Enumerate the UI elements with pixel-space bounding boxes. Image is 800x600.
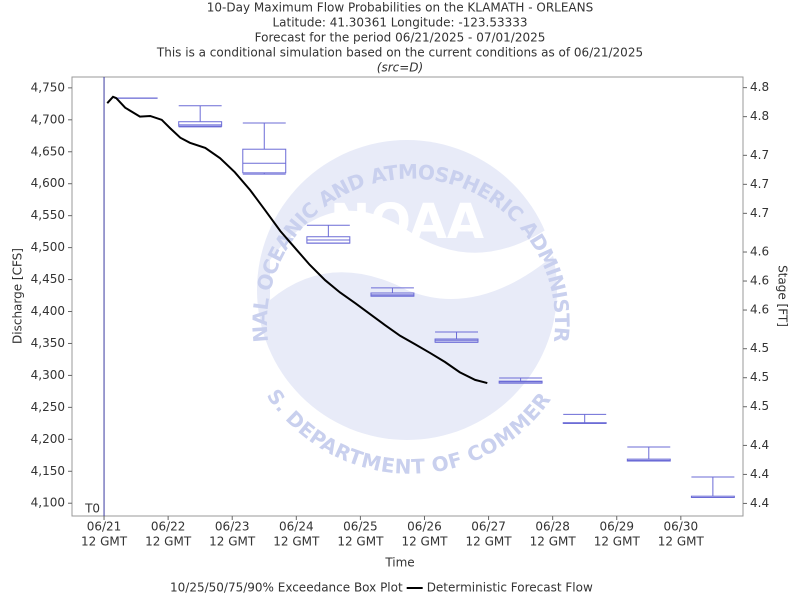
y-tick-label: 4,100 <box>31 496 65 510</box>
x-tick-label: 06/24 <box>279 520 314 534</box>
x-tick-label: 06/21 <box>87 520 122 534</box>
x-tick-sublabel: 12 GMT <box>337 535 384 549</box>
y-tick-label: 4,500 <box>31 240 65 254</box>
y2-tick-label: 4.5 <box>750 341 769 355</box>
t0-label: T0 <box>84 502 100 516</box>
watermark-center: NOAA <box>330 194 484 250</box>
y2-tick-label: 4.5 <box>750 399 769 413</box>
x-tick-sublabel: 12 GMT <box>466 535 513 549</box>
y-axis-label: Discharge [CFS] <box>11 248 25 344</box>
chart-title: Latitude: 41.30361 Longitude: -123.53333 <box>272 16 527 30</box>
y2-tick-label: 4.4 <box>750 438 769 452</box>
y-tick-label: 4,250 <box>31 400 65 414</box>
chart-title: Forecast for the period 06/21/2025 - 07/… <box>255 31 546 45</box>
y2-tick-label: 4.4 <box>750 496 769 510</box>
legend-label: 10/25/50/75/90% Exceedance Box Plot <box>170 581 403 595</box>
forecast-line <box>106 95 488 385</box>
x-tick-sublabel: 12 GMT <box>530 535 577 549</box>
y-tick-label: 4,300 <box>31 368 65 382</box>
y2-tick-label: 4.8 <box>750 80 769 94</box>
y-tick-label: 4,550 <box>31 208 65 222</box>
y2-tick-label: 4.7 <box>750 206 769 220</box>
box-body <box>242 148 287 174</box>
y2-axis-label: Stage [FT] <box>776 265 790 327</box>
y2-tick-label: 4.6 <box>750 303 769 317</box>
legend-label: Deterministic Forecast Flow <box>427 581 593 595</box>
chart-title: (src=D) <box>377 61 423 75</box>
plot-frame <box>71 76 744 517</box>
x-tick-sublabel: 12 GMT <box>594 535 641 549</box>
y2-tick-label: 4.7 <box>750 177 769 191</box>
y2-tick-label: 4.4 <box>750 467 769 481</box>
x-axis-label: Time <box>384 556 414 570</box>
y-tick-label: 4,600 <box>31 176 65 190</box>
chart-title: This is a conditional simulation based o… <box>156 46 643 60</box>
y2-tick-label: 4.6 <box>750 274 769 288</box>
box-body <box>178 121 223 127</box>
y2-tick-label: 4.8 <box>750 109 769 123</box>
x-tick-label: 06/23 <box>215 520 250 534</box>
y-tick-label: 4,150 <box>31 464 65 478</box>
x-tick-label: 06/22 <box>151 520 186 534</box>
x-tick-sublabel: 12 GMT <box>145 535 192 549</box>
x-tick-label: 06/30 <box>664 520 699 534</box>
chart-title: 10-Day Maximum Flow Probabilities on the… <box>207 1 593 15</box>
y-tick-label: 4,400 <box>31 304 65 318</box>
x-tick-label: 06/26 <box>407 520 442 534</box>
x-tick-label: 06/28 <box>535 520 570 534</box>
y-tick-label: 4,200 <box>31 432 65 446</box>
y-tick-label: 4,750 <box>31 80 65 94</box>
y2-tick-label: 4.5 <box>750 370 769 384</box>
y2-tick-label: 4.7 <box>750 148 769 162</box>
x-tick-sublabel: 12 GMT <box>273 535 320 549</box>
x-tick-sublabel: 12 GMT <box>401 535 448 549</box>
y-tick-label: 4,450 <box>31 272 65 286</box>
y-tick-label: 4,700 <box>31 112 65 126</box>
x-tick-label: 06/25 <box>343 520 378 534</box>
y-tick-label: 4,350 <box>31 336 65 350</box>
y2-tick-label: 4.6 <box>750 245 769 259</box>
y-tick-label: 4,650 <box>31 144 65 158</box>
x-tick-sublabel: 12 GMT <box>209 535 256 549</box>
watermark-wave <box>270 210 560 300</box>
x-tick-label: 06/29 <box>599 520 634 534</box>
x-tick-sublabel: 12 GMT <box>81 535 128 549</box>
x-tick-label: 06/27 <box>471 520 506 534</box>
x-tick-sublabel: 12 GMT <box>658 535 705 549</box>
